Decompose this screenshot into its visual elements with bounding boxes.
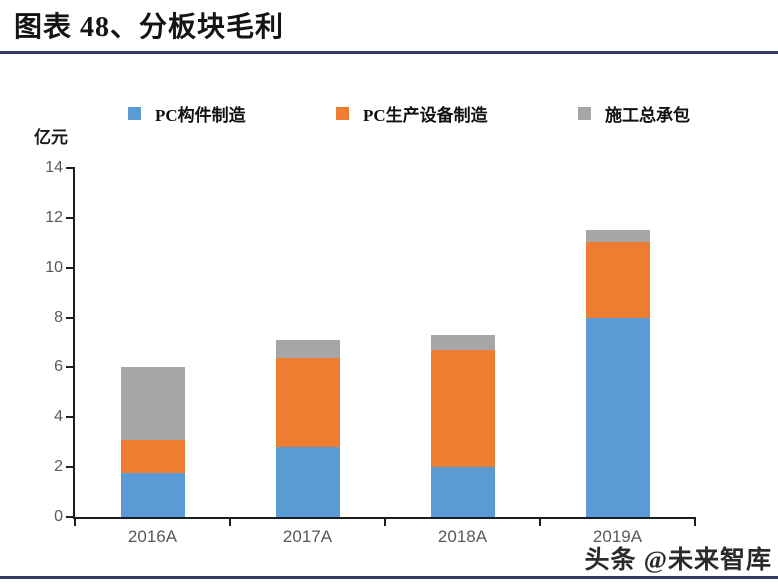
bar-segment-2016A-s1: [120, 439, 185, 474]
bar-segment-2017A-s2: [275, 340, 340, 358]
y-axis-tick: [66, 167, 75, 169]
y-axis-tick-label: 10: [45, 258, 63, 276]
bar-segment-2017A-s1: [275, 357, 340, 448]
bar-segment-2018A-s1: [430, 349, 495, 468]
y-axis-tick: [66, 466, 75, 469]
chart-legend: PC构件制造 PC生产设备制造 施工总承包: [128, 101, 690, 126]
x-axis-tick: [539, 517, 541, 526]
y-axis-tick-label: 2: [54, 458, 63, 476]
legend-swatch-orange: [336, 107, 349, 120]
y-axis-unit-label: 亿元: [34, 128, 68, 147]
y-axis-tick-label: 4: [54, 408, 63, 426]
y-axis-tick: [66, 416, 75, 419]
y-axis-tick: [66, 266, 75, 269]
legend-item-pc-equipment: PC生产设备制造: [336, 101, 488, 126]
y-axis-tick-label: 14: [45, 159, 63, 176]
y-axis-tick-label: 12: [45, 208, 63, 226]
page-bottom-rule: [0, 576, 778, 579]
legend-label: PC构件制造: [155, 106, 246, 125]
bar-segment-2019A-s0: [585, 317, 650, 517]
legend-item-pc-components: PC构件制造: [128, 101, 246, 126]
bar-segment-2018A-s0: [430, 467, 495, 517]
x-axis-category-label: 2019A: [592, 527, 643, 546]
y-axis-tick-label: 6: [54, 358, 63, 376]
y-axis-tick-label: 8: [54, 308, 63, 326]
bar-segment-2018A-s2: [430, 335, 495, 350]
legend-label: 施工总承包: [605, 106, 690, 125]
bar-segment-2019A-s1: [585, 241, 650, 318]
y-axis-tick: [66, 216, 75, 219]
legend-swatch-blue: [128, 107, 141, 120]
y-axis-tick-label: 0: [54, 508, 63, 525]
y-axis-tick: [66, 316, 75, 319]
x-axis-tick: [384, 517, 386, 526]
bar-segment-2016A-s2: [120, 367, 185, 440]
x-axis-tick: [694, 517, 696, 526]
x-axis-category-label: 2018A: [437, 527, 488, 546]
legend-label: PC生产设备制造: [363, 106, 488, 125]
watermark-text: 头条 @未来智库: [584, 547, 772, 574]
bar-segment-2016A-s0: [120, 473, 185, 517]
legend-item-construction: 施工总承包: [578, 101, 690, 126]
legend-swatch-gray: [578, 107, 591, 120]
x-axis-tick: [229, 517, 231, 526]
x-axis-tick: [74, 517, 76, 526]
y-axis-tick: [66, 516, 75, 518]
chart-title: 图表 48、分板块毛利: [14, 12, 285, 43]
title-underline: [0, 51, 778, 54]
y-axis-tick: [66, 366, 75, 369]
plot-area: 0 2 4 6 8 10 12 14 2016A 2017A 2018A 2019A: [45, 159, 696, 546]
x-axis-category-label: 2017A: [282, 527, 333, 546]
bar-segment-2017A-s0: [275, 447, 340, 517]
bar-segment-2019A-s2: [585, 230, 650, 242]
x-axis-category-label: 2016A: [127, 527, 178, 546]
